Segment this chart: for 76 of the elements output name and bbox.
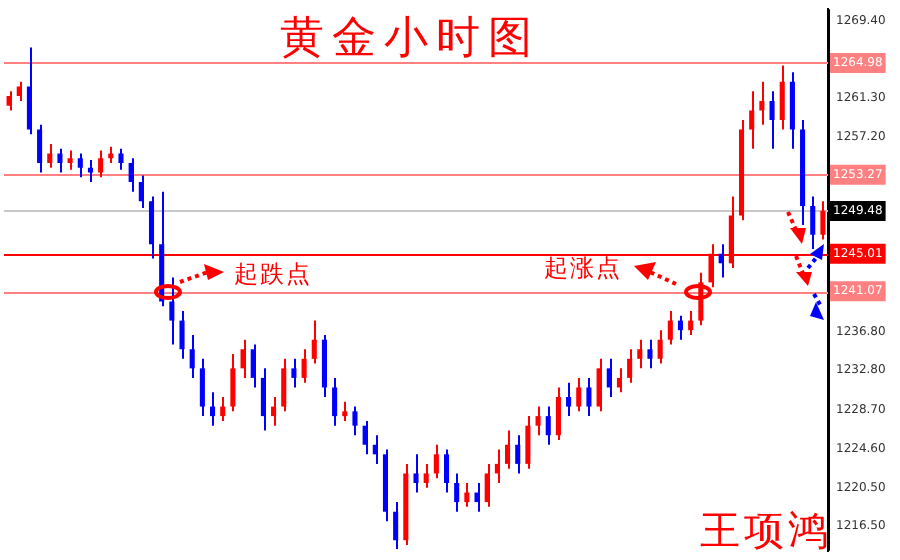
candlestick [87, 159, 94, 184]
candlestick [67, 149, 73, 171]
candlestick [413, 453, 419, 494]
candlestick [98, 149, 104, 179]
candlestick [433, 443, 439, 480]
candlestick [525, 415, 531, 470]
candlestick [210, 391, 216, 427]
candlestick [677, 314, 684, 341]
candlestick [820, 200, 826, 241]
candlestick [515, 434, 521, 475]
candlestick [688, 310, 694, 336]
annotation: 起跌点 [234, 258, 312, 292]
candlestick [474, 481, 480, 513]
candlestick [596, 357, 602, 413]
candlestick [423, 462, 429, 489]
chart-title: 黄金小时图 [280, 12, 540, 68]
candlestick [464, 481, 470, 508]
annotation: 王项鸿 [700, 504, 832, 558]
candlestick [26, 46, 32, 136]
candlestick [505, 429, 511, 470]
candlestick [128, 157, 134, 193]
candlestick [759, 80, 765, 126]
candlestick [77, 152, 83, 179]
candlestick [769, 90, 775, 150]
candlestick [494, 448, 500, 484]
candlestick [179, 310, 185, 360]
candlestick [566, 381, 572, 418]
candlestick [535, 405, 541, 437]
candlestick [311, 319, 317, 365]
candlestick [352, 405, 358, 437]
candlestick [657, 329, 663, 365]
candlestick [667, 310, 673, 346]
candlestick [271, 396, 277, 427]
candlestick [260, 367, 266, 432]
candlestick [220, 396, 226, 422]
candlestick [16, 80, 22, 102]
candlestick [342, 400, 348, 422]
candlestick [332, 376, 338, 427]
candlestick [37, 123, 43, 174]
candlestick [291, 357, 297, 389]
candlestick [148, 195, 155, 260]
candlestick [647, 338, 653, 370]
candlestick [616, 367, 622, 394]
candlestick [47, 142, 53, 169]
candlestick [199, 357, 205, 418]
candlestick [545, 405, 551, 446]
candlestick [484, 462, 490, 508]
candlestick [606, 357, 612, 399]
candlestick [393, 501, 399, 550]
candlestick [189, 333, 195, 379]
candlestick [372, 434, 378, 465]
candlestick [301, 348, 307, 384]
candlestick [454, 472, 460, 513]
candlestick [281, 357, 287, 413]
candlestick [810, 195, 816, 250]
candlestick [789, 71, 795, 150]
candlestick [321, 333, 327, 399]
candlestick [362, 419, 368, 456]
candlestick [637, 338, 643, 370]
candlestick [443, 448, 450, 494]
candlestick [718, 243, 724, 279]
candlestick [749, 90, 755, 150]
candlestick [627, 348, 633, 384]
candlestick [230, 353, 236, 413]
candlestick [118, 147, 124, 171]
candlestick [555, 386, 561, 441]
candlestick [138, 174, 144, 209]
candlestick [57, 147, 63, 174]
candlestick [240, 338, 246, 379]
annotation: 起涨点 [544, 252, 622, 286]
candlestick [6, 90, 12, 112]
candlestick [250, 343, 256, 389]
candlestick [169, 276, 175, 346]
candlestick [576, 376, 582, 413]
candlestick [586, 376, 592, 418]
candlestick [779, 64, 785, 131]
